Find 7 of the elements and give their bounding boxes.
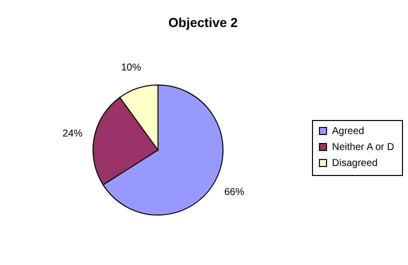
legend-label: Agreed	[332, 126, 364, 137]
data-label: 66%	[224, 186, 244, 198]
chart-title: Objective 2	[168, 15, 238, 30]
legend-label: Disagreed	[332, 158, 378, 169]
data-label: 10%	[121, 62, 142, 74]
data-label: 24%	[62, 128, 83, 140]
legend-label: Neither A or D	[332, 142, 394, 153]
